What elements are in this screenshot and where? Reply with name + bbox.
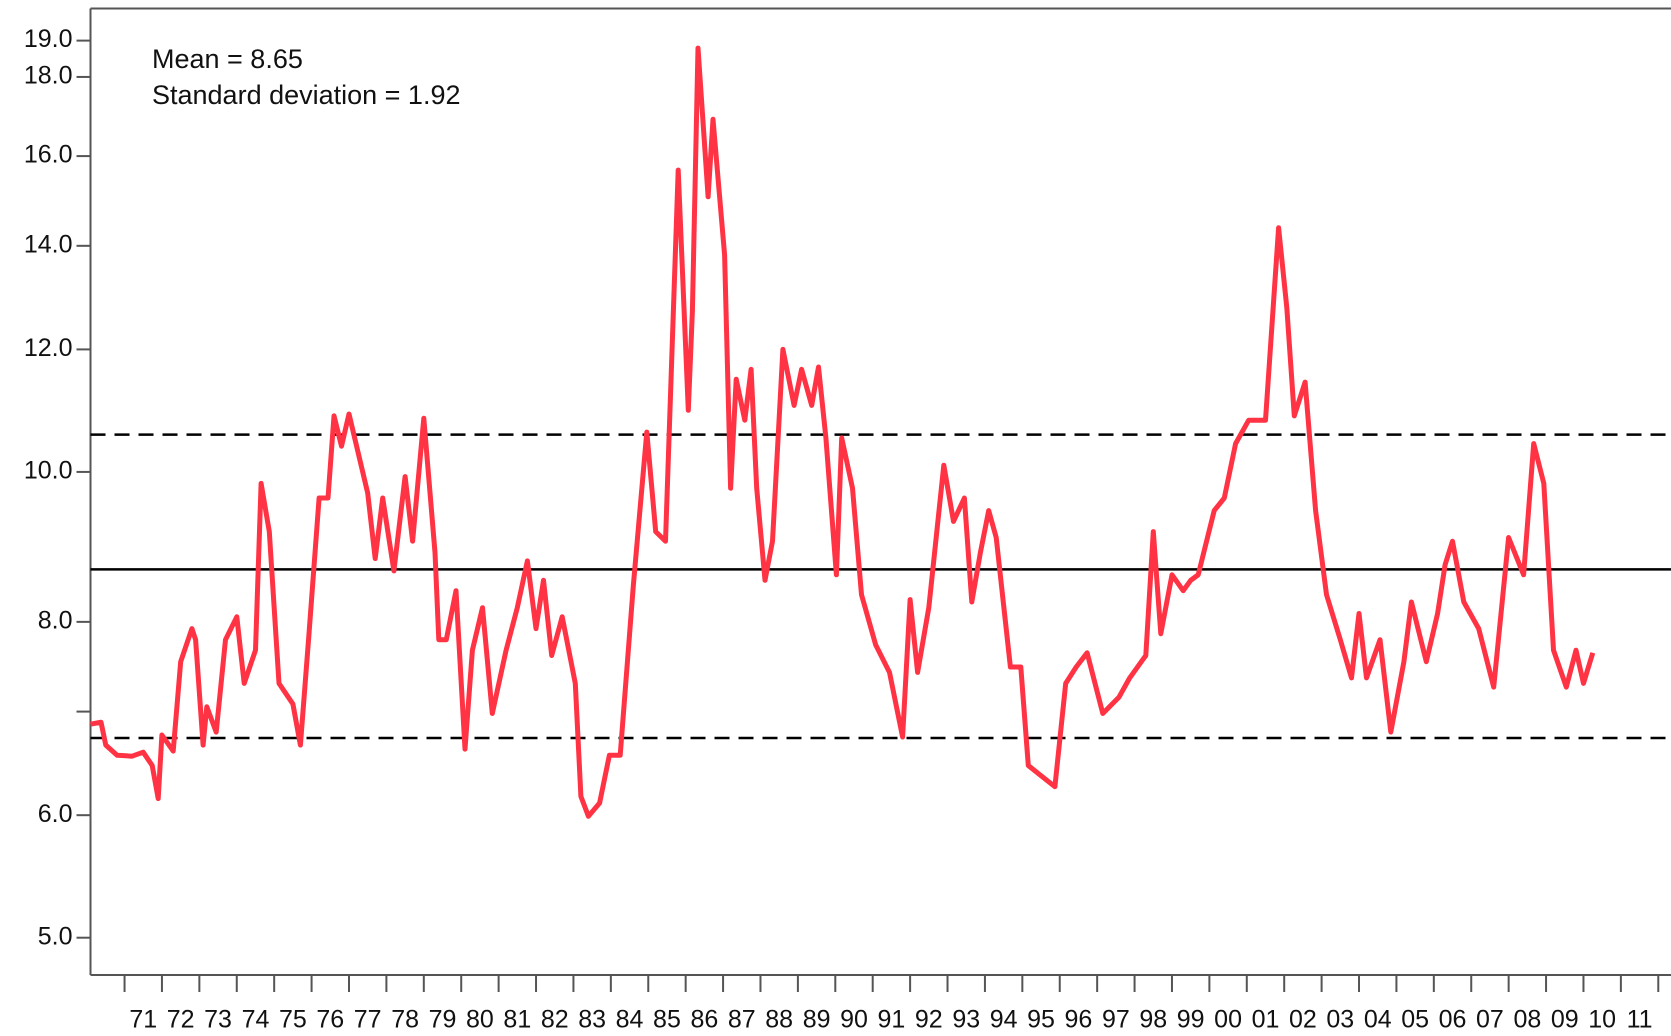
x-tick-label: 01 — [1252, 1006, 1280, 1034]
x-tick-label: 98 — [1139, 1006, 1167, 1034]
x-tick-label: 08 — [1513, 1006, 1541, 1034]
y-tick-label: 14.0 — [24, 230, 73, 258]
x-tick-label: 77 — [354, 1006, 382, 1034]
x-tick-label: 71 — [129, 1006, 157, 1034]
x-tick-label: 04 — [1364, 1006, 1392, 1034]
x-tick-label: 90 — [840, 1006, 868, 1034]
data-line — [90, 45, 1596, 819]
x-tick-label: 80 — [466, 1006, 494, 1034]
x-tick-label: 88 — [765, 1006, 793, 1034]
x-tick-label: 11 — [1627, 1006, 1653, 1034]
x-tick-label: 92 — [915, 1006, 943, 1034]
annotation: Mean = 8.65 — [152, 44, 303, 74]
x-tick-label: 83 — [578, 1006, 606, 1034]
x-tick-label: 91 — [878, 1006, 906, 1034]
x-tick-label: 89 — [803, 1006, 831, 1034]
y-tick-label: 5.0 — [38, 922, 73, 950]
x-tick-label: 99 — [1177, 1006, 1205, 1034]
x-tick-label: 84 — [616, 1006, 644, 1034]
x-tick-label: 85 — [653, 1006, 681, 1034]
x-tick-label: 05 — [1401, 1006, 1429, 1034]
x-tick-label: 07 — [1476, 1006, 1504, 1034]
x-tick-label: 74 — [242, 1006, 270, 1034]
y-tick-label: 16.0 — [24, 141, 73, 169]
x-tick-label: 00 — [1214, 1006, 1242, 1034]
x-tick-label: 02 — [1289, 1006, 1317, 1034]
y-tick-label: 8.0 — [38, 606, 73, 634]
y-tick-label: 12.0 — [24, 334, 73, 362]
x-tick-label: 06 — [1439, 1006, 1467, 1034]
x-tick-label: 94 — [990, 1006, 1018, 1034]
annotation: Standard deviation = 1.92 — [152, 80, 460, 110]
x-tick-label: 78 — [391, 1006, 419, 1034]
x-tick-label: 93 — [952, 1006, 980, 1034]
x-tick-label: 75 — [279, 1006, 307, 1034]
x-tick-label: 03 — [1326, 1006, 1354, 1034]
x-tick-label: 81 — [503, 1006, 531, 1034]
x-tick-label: 72 — [167, 1006, 195, 1034]
x-tick-label: 76 — [316, 1006, 344, 1034]
x-tick-label: 87 — [728, 1006, 756, 1034]
x-tick-label: 95 — [1027, 1006, 1055, 1034]
x-tick-label: 10 — [1588, 1006, 1616, 1034]
x-tick-label: 96 — [1065, 1006, 1093, 1034]
x-tick-label: 09 — [1551, 1006, 1579, 1034]
y-tick-label: 19.0 — [24, 25, 73, 53]
x-tick-label: 79 — [429, 1006, 457, 1034]
y-tick-label: 6.0 — [38, 800, 73, 828]
x-tick-label: 73 — [204, 1006, 232, 1034]
x-tick-label: 82 — [541, 1006, 569, 1034]
x-tick-label: 86 — [690, 1006, 718, 1034]
y-tick-label: 18.0 — [24, 62, 73, 90]
x-tick-label: 97 — [1102, 1006, 1130, 1034]
y-tick-label: 10.0 — [24, 457, 73, 485]
